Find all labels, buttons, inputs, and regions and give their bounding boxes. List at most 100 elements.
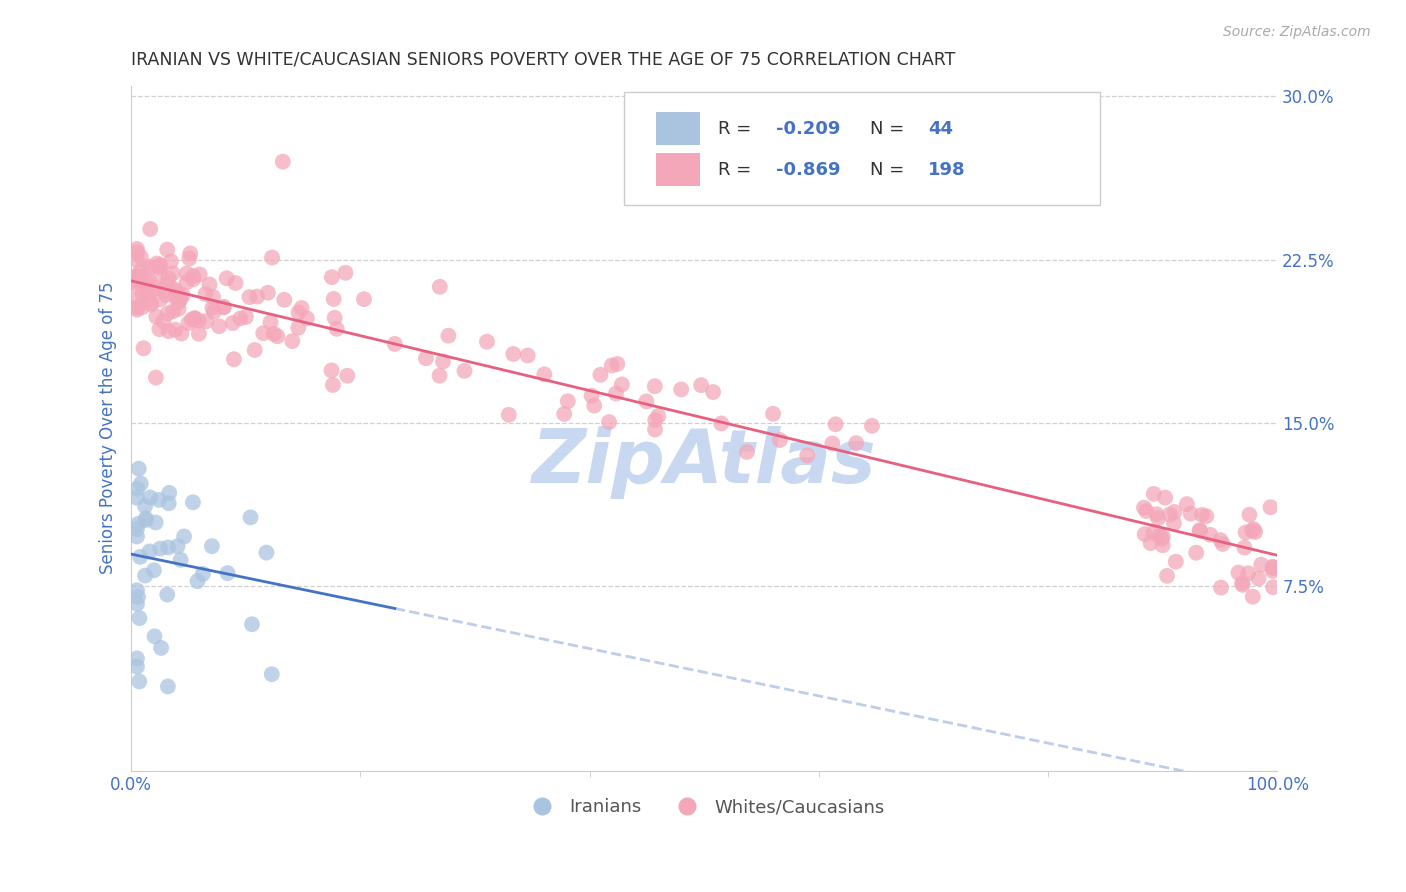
Point bbox=[600, 359, 623, 373]
Point bbox=[287, 320, 309, 334]
Point bbox=[162, 304, 184, 318]
Point bbox=[1189, 524, 1212, 538]
Point bbox=[222, 352, 245, 367]
Point bbox=[321, 270, 343, 285]
Point bbox=[1135, 504, 1157, 518]
Text: ZipAtlas: ZipAtlas bbox=[531, 425, 876, 499]
Point bbox=[1209, 533, 1232, 547]
Point bbox=[353, 292, 375, 306]
Point bbox=[1164, 555, 1187, 569]
Point bbox=[796, 449, 818, 463]
Point bbox=[198, 277, 221, 292]
Point bbox=[129, 264, 152, 278]
Point bbox=[166, 539, 188, 553]
Point bbox=[222, 316, 245, 330]
Point bbox=[125, 245, 148, 260]
Point bbox=[647, 409, 669, 423]
Point bbox=[127, 590, 149, 604]
Point bbox=[160, 254, 183, 268]
Point bbox=[131, 288, 153, 302]
Point bbox=[322, 292, 344, 306]
Point bbox=[553, 407, 575, 421]
Point bbox=[125, 268, 148, 283]
Point bbox=[128, 674, 150, 689]
Point bbox=[208, 319, 231, 334]
Point bbox=[148, 322, 170, 336]
Point bbox=[437, 328, 460, 343]
Point bbox=[322, 378, 344, 392]
Point bbox=[429, 280, 451, 294]
Point bbox=[259, 315, 281, 329]
Point bbox=[179, 252, 201, 266]
Point bbox=[156, 243, 179, 257]
Point bbox=[134, 568, 156, 582]
Point bbox=[690, 378, 713, 392]
Point bbox=[1209, 581, 1232, 595]
Text: R =: R = bbox=[718, 161, 756, 178]
Point bbox=[1149, 529, 1171, 543]
Point bbox=[238, 290, 260, 304]
Point bbox=[156, 588, 179, 602]
Point bbox=[146, 256, 169, 270]
Point bbox=[1159, 508, 1181, 522]
Point bbox=[201, 301, 224, 315]
Point bbox=[170, 326, 193, 341]
Point bbox=[1150, 532, 1173, 546]
Point bbox=[1185, 546, 1208, 560]
Point bbox=[581, 389, 603, 403]
Point bbox=[141, 296, 163, 310]
Point bbox=[162, 266, 184, 280]
FancyBboxPatch shape bbox=[657, 153, 700, 186]
Point bbox=[432, 354, 454, 368]
Point bbox=[516, 349, 538, 363]
Point bbox=[127, 292, 149, 306]
Text: N =: N = bbox=[870, 120, 911, 137]
Point bbox=[127, 276, 149, 290]
Point bbox=[644, 413, 666, 427]
Point bbox=[142, 563, 165, 577]
Point bbox=[181, 269, 204, 284]
Point bbox=[533, 368, 555, 382]
FancyBboxPatch shape bbox=[657, 112, 700, 145]
Point bbox=[1139, 536, 1161, 550]
Text: Source: ZipAtlas.com: Source: ZipAtlas.com bbox=[1223, 25, 1371, 39]
Point bbox=[125, 271, 148, 285]
Point bbox=[187, 313, 209, 327]
Point bbox=[188, 268, 211, 282]
Point bbox=[1261, 560, 1284, 574]
Point bbox=[271, 154, 294, 169]
Point bbox=[1163, 516, 1185, 530]
Point bbox=[644, 379, 666, 393]
Point bbox=[260, 667, 283, 681]
Point bbox=[138, 260, 160, 274]
Point bbox=[260, 251, 283, 265]
Point bbox=[336, 368, 359, 383]
Point bbox=[152, 314, 174, 328]
Point bbox=[1152, 538, 1174, 552]
Point bbox=[184, 311, 207, 326]
Point bbox=[702, 385, 724, 400]
Text: N =: N = bbox=[870, 161, 911, 178]
Point bbox=[1152, 530, 1174, 544]
Point bbox=[1191, 508, 1213, 522]
Point bbox=[1180, 507, 1202, 521]
Point bbox=[136, 284, 159, 298]
Point bbox=[321, 363, 343, 377]
Point bbox=[149, 268, 172, 282]
Point bbox=[173, 529, 195, 543]
Point bbox=[179, 246, 201, 260]
Point bbox=[129, 275, 152, 289]
Point bbox=[194, 287, 217, 301]
Point bbox=[141, 298, 163, 312]
Point bbox=[598, 415, 620, 429]
Point bbox=[1199, 528, 1222, 542]
Point bbox=[1154, 491, 1177, 505]
Point bbox=[187, 326, 209, 341]
Point bbox=[257, 285, 280, 300]
Point bbox=[135, 513, 157, 527]
Point bbox=[453, 364, 475, 378]
Point bbox=[149, 260, 172, 275]
Point bbox=[202, 290, 225, 304]
Point bbox=[287, 305, 309, 319]
Point bbox=[150, 640, 173, 655]
